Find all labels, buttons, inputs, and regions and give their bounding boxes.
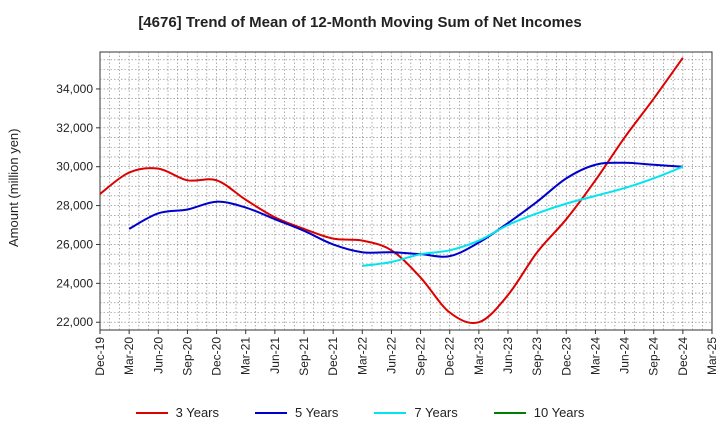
legend-label-3-years: 3 Years bbox=[175, 405, 219, 420]
legend-swatch-3-years bbox=[135, 411, 168, 414]
y-tick-label: 34,000 bbox=[56, 82, 93, 96]
y-tick-label: 24,000 bbox=[56, 276, 93, 290]
legend-item-7-years: 7 Years bbox=[374, 405, 458, 420]
x-tick-label: Jun-20 bbox=[151, 337, 165, 374]
x-tick-label: Dec-23 bbox=[559, 337, 573, 376]
y-tick-label: 32,000 bbox=[56, 121, 93, 135]
series-line-7-years bbox=[362, 165, 684, 267]
x-tick-label: Sep-22 bbox=[414, 337, 428, 376]
legend-item-3-years: 3 Years bbox=[135, 405, 219, 420]
y-tick-label: 28,000 bbox=[56, 199, 93, 213]
legend-label-7-years: 7 Years bbox=[414, 405, 458, 420]
legend-label-5-years: 5 Years bbox=[295, 405, 339, 420]
x-tick-label: Jun-21 bbox=[268, 337, 282, 374]
x-tick-label: Jun-22 bbox=[384, 337, 398, 374]
y-tick-label: 30,000 bbox=[56, 160, 93, 174]
x-tick-label: Mar-24 bbox=[588, 337, 602, 375]
y-tick-label: 26,000 bbox=[56, 237, 93, 251]
x-tick-label: Sep-24 bbox=[647, 337, 661, 376]
legend-item-10-years: 10 Years bbox=[493, 405, 585, 420]
x-tick-label: Dec-19 bbox=[93, 337, 107, 376]
series-line-3-years bbox=[99, 57, 684, 324]
series-line-5-years bbox=[128, 161, 683, 258]
x-tick-label: Jun-23 bbox=[501, 337, 515, 374]
x-tick-label: Mar-23 bbox=[472, 337, 486, 375]
x-tick-label: Dec-21 bbox=[326, 337, 340, 376]
x-tick-label: Dec-24 bbox=[676, 337, 690, 376]
legend-item-5-years: 5 Years bbox=[255, 405, 338, 420]
x-tick-label: Sep-23 bbox=[530, 337, 544, 376]
legend-label-10-years: 10 Years bbox=[533, 405, 585, 420]
x-tick-label: Dec-22 bbox=[443, 337, 457, 376]
x-tick-label: Dec-20 bbox=[210, 337, 224, 376]
x-tick-label: Mar-20 bbox=[122, 337, 136, 375]
legend-swatch-10-years bbox=[493, 411, 526, 414]
chart-title: [4676] Trend of Mean of 12-Month Moving … bbox=[138, 14, 582, 31]
x-tick-label: Sep-20 bbox=[180, 337, 194, 376]
x-tick-label: Sep-21 bbox=[297, 337, 311, 376]
x-tick-label: Mar-22 bbox=[355, 337, 369, 375]
x-tick-label: Jun-24 bbox=[618, 337, 632, 374]
legend-swatch-7-years bbox=[374, 411, 407, 414]
x-tick-label: Mar-21 bbox=[239, 337, 253, 375]
y-tick-label: 22,000 bbox=[56, 315, 93, 329]
plot-area bbox=[99, 51, 713, 331]
legend-swatch-5-years bbox=[255, 411, 287, 414]
x-tick-label: Mar-25 bbox=[705, 337, 719, 375]
legend: 3 Years 5 Years 7 Years 10 Years bbox=[0, 405, 720, 420]
